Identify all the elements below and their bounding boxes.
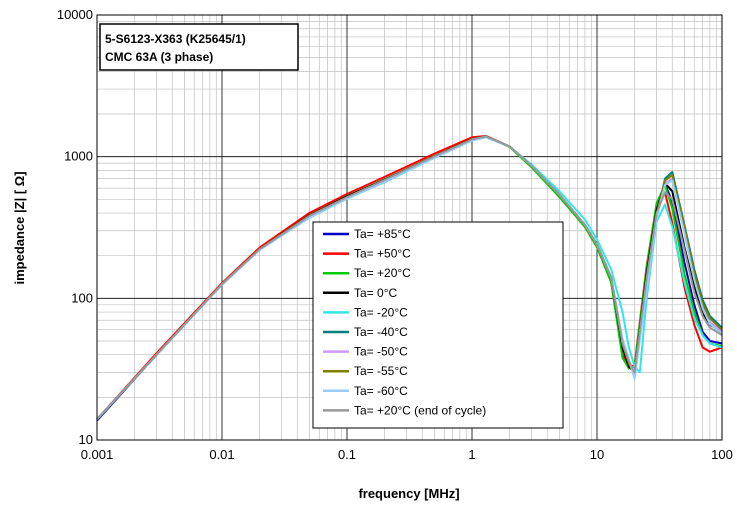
legend: Ta= +85°C Ta= +50°C Ta= +20°C Ta= 0°C Ta= -2… bbox=[312, 221, 564, 429]
legend-label: Ta= -55°C bbox=[354, 364, 408, 378]
y-tick-labels: 10 100 1000 10000 bbox=[57, 7, 93, 447]
legend-label: Ta= -20°C bbox=[354, 305, 408, 319]
x-tick-label: 0.1 bbox=[338, 447, 356, 462]
y-tick-label: 1000 bbox=[64, 149, 93, 164]
x-tick-label: 0.01 bbox=[209, 447, 234, 462]
x-axis-title: frequency [MHz] bbox=[358, 486, 459, 501]
y-tick-label: 10 bbox=[79, 432, 93, 447]
legend-items: Ta= +85°C Ta= +50°C Ta= +20°C Ta= 0°C Ta= -2… bbox=[323, 227, 486, 417]
x-tick-label: 100 bbox=[711, 447, 733, 462]
legend-box bbox=[312, 221, 564, 429]
legend-label: Ta= +20°C bbox=[354, 266, 411, 280]
legend-label: Ta= -60°C bbox=[354, 384, 408, 398]
annotation-box: 5-S6123-X363 (K25645/1) CMC 63A (3 phase… bbox=[99, 23, 299, 71]
legend-label: Ta= +85°C bbox=[354, 227, 411, 241]
y-axis-title: impedance |Z| [ Ω] bbox=[12, 171, 27, 284]
legend-label: Ta= +50°C bbox=[354, 247, 411, 261]
x-tick-labels: 0.001 0.01 0.1 1 10 100 bbox=[81, 447, 733, 462]
x-tick-label: 1 bbox=[468, 447, 475, 462]
y-tick-label: 10000 bbox=[57, 7, 93, 22]
legend-label: Ta= +20°C (end of cycle) bbox=[354, 403, 486, 417]
series-line bbox=[96, 135, 723, 420]
annotation-line-1: 5-S6123-X363 (K25645/1) bbox=[105, 32, 246, 46]
annotation-line-2: CMC 63A (3 phase) bbox=[105, 50, 213, 64]
legend-label: Ta= -50°C bbox=[354, 345, 408, 359]
y-tick-label: 100 bbox=[71, 290, 93, 305]
legend-label: Ta= -40°C bbox=[354, 325, 408, 339]
x-tick-label: 0.001 bbox=[81, 447, 114, 462]
x-tick-label: 10 bbox=[590, 447, 604, 462]
series-layer bbox=[96, 135, 723, 422]
plot-border bbox=[96, 14, 723, 441]
legend-label: Ta= 0°C bbox=[354, 286, 397, 300]
